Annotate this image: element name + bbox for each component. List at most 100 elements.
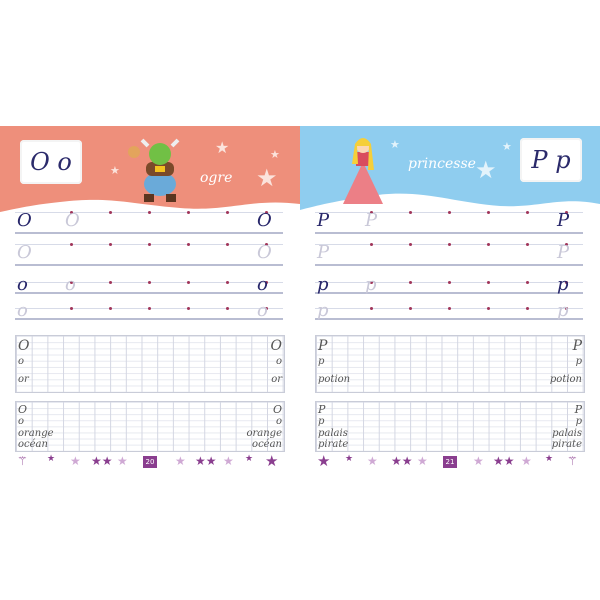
start-dot (526, 281, 529, 284)
start-dot (148, 281, 151, 284)
model-word: p (575, 416, 582, 427)
start-dot (370, 243, 373, 246)
start-dot (70, 211, 73, 214)
star-icon: ★ (475, 156, 497, 184)
guide-line (15, 264, 283, 266)
start-dot (265, 211, 268, 214)
start-dot (370, 307, 373, 310)
star-icon: ★ (117, 454, 128, 468)
trace-letter: p (365, 274, 377, 295)
trace-letter: o (257, 300, 268, 321)
model-word: o (18, 356, 25, 367)
start-dot (487, 307, 490, 310)
start-dot (265, 243, 268, 246)
model-word: palais (552, 428, 582, 439)
footer-stars: ⚚ ★ ★ ★★ ★ 20 ★ ★★ ★ ★ ★ (15, 452, 283, 470)
trace-letter: P (317, 242, 330, 263)
page-number: 20 (143, 456, 157, 468)
wand-icon: ⚚ (17, 454, 28, 468)
guide-line (15, 232, 283, 234)
model-word: or (18, 374, 29, 385)
start-dot (370, 281, 373, 284)
guide-line (315, 292, 583, 294)
model-word: P (574, 403, 582, 416)
footer-stars: ★ ★ ★ ★★ ★ 21 ★ ★★ ★ ★ ⚚ (315, 452, 583, 470)
star-icon: ★ (215, 138, 230, 157)
model-word: océan (252, 439, 282, 450)
start-dot (187, 243, 190, 246)
star-icon: ★ (367, 454, 378, 468)
trace-letter: o (17, 274, 28, 295)
start-dot (148, 243, 151, 246)
start-dot (70, 281, 73, 284)
letter-scroll: P p (520, 138, 582, 182)
trace-letter: p (317, 274, 329, 295)
start-dot (448, 243, 451, 246)
start-dot (109, 211, 112, 214)
model-word: o (275, 356, 282, 367)
trace-letter: p (557, 300, 569, 321)
model-word: O (272, 403, 282, 416)
start-dot (409, 211, 412, 214)
page-number: 21 (443, 456, 457, 468)
model-word: P (318, 338, 328, 354)
star-icon: ★ (417, 454, 428, 468)
model-word: océan (18, 439, 48, 450)
trace-letter: o (17, 300, 28, 321)
model-word: p (575, 356, 582, 367)
start-dot (226, 307, 229, 310)
start-dot (409, 307, 412, 310)
start-dot (487, 281, 490, 284)
start-dot (226, 243, 229, 246)
start-dot (265, 307, 268, 310)
model-word: P (572, 338, 582, 354)
guide-line (315, 318, 583, 320)
model-word: o (18, 416, 25, 427)
model-word: potion (549, 374, 582, 385)
star-icon: ★★ (391, 454, 413, 468)
start-dot (565, 281, 568, 284)
model-word: pirate (551, 439, 582, 450)
ogre-illustration (128, 138, 180, 202)
trace-letter: P (557, 210, 570, 231)
start-dot (487, 243, 490, 246)
start-dot (565, 307, 568, 310)
star-icon: ★ (345, 454, 354, 464)
model-word: potion (318, 374, 351, 385)
word-label: princesse (408, 156, 476, 172)
star-icon: ★ (256, 164, 278, 192)
trace-letter: o (257, 274, 268, 295)
star-icon: ★ (175, 454, 186, 468)
star-icon: ★ (545, 454, 554, 464)
letter-scroll: O o (20, 140, 82, 184)
start-dot (109, 281, 112, 284)
star-icon: ★ (265, 452, 279, 470)
start-dot (409, 281, 412, 284)
model-word: orange (246, 428, 282, 439)
start-dot (148, 211, 151, 214)
start-dot (448, 281, 451, 284)
start-dot (109, 243, 112, 246)
trace-letter: O (17, 242, 32, 263)
star-icon: ★ (245, 454, 254, 464)
scroll-letters: O o (30, 148, 72, 176)
star-icon: ★ (521, 454, 532, 468)
start-dot (70, 307, 73, 310)
model-word: p (318, 356, 325, 367)
start-dot (226, 281, 229, 284)
start-dot (226, 211, 229, 214)
trace-letter: P (365, 210, 378, 231)
model-word: palais (318, 428, 348, 439)
model-word: o (275, 416, 282, 427)
start-dot (487, 211, 490, 214)
guide-line (15, 292, 283, 294)
star-icon: ★ (70, 454, 81, 468)
star-icon: ★ (502, 140, 512, 153)
model-word: orange (18, 428, 54, 439)
star-icon: ★ (390, 138, 400, 151)
star-icon: ★★ (195, 454, 217, 468)
